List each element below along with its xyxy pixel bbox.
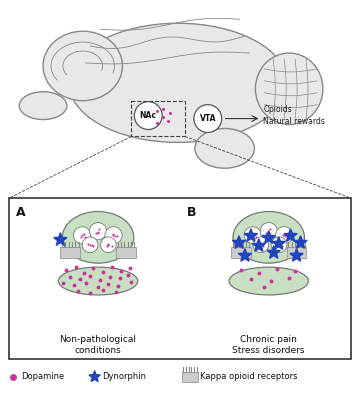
Ellipse shape [271, 237, 287, 253]
Ellipse shape [69, 23, 287, 142]
Circle shape [134, 102, 162, 130]
Ellipse shape [19, 92, 67, 120]
Bar [182, 372, 198, 382]
Bar [116, 247, 136, 258]
Text: Non-pathological
conditions: Non-pathological conditions [59, 335, 136, 355]
Text: Kappa opioid receptors: Kappa opioid receptors [200, 372, 297, 381]
Polygon shape [294, 236, 307, 248]
Ellipse shape [43, 31, 122, 101]
Bar [60, 247, 80, 258]
Polygon shape [290, 249, 303, 261]
Ellipse shape [82, 237, 98, 253]
Ellipse shape [255, 53, 323, 124]
Ellipse shape [105, 227, 122, 244]
FancyBboxPatch shape [256, 216, 282, 248]
Ellipse shape [233, 212, 305, 263]
Text: Opioids
Natural rewards: Opioids Natural rewards [264, 105, 325, 126]
Bar [231, 247, 251, 258]
Text: A: A [16, 206, 26, 219]
Ellipse shape [229, 267, 309, 295]
Text: NAc: NAc [139, 111, 156, 120]
Polygon shape [284, 229, 297, 241]
Polygon shape [272, 237, 285, 249]
Circle shape [194, 105, 222, 132]
Polygon shape [238, 249, 252, 261]
Bar [9, 198, 351, 359]
Polygon shape [267, 246, 280, 258]
Ellipse shape [276, 227, 293, 244]
Polygon shape [54, 233, 67, 245]
Text: VTA: VTA [199, 114, 216, 123]
Text: B: B [187, 206, 197, 219]
Polygon shape [89, 371, 100, 382]
Bar [287, 247, 306, 258]
Ellipse shape [260, 222, 277, 240]
Polygon shape [232, 236, 246, 248]
Ellipse shape [73, 227, 91, 244]
Ellipse shape [244, 227, 261, 244]
FancyBboxPatch shape [85, 216, 111, 248]
Ellipse shape [253, 237, 269, 253]
Polygon shape [262, 231, 275, 243]
Text: Dynorphin: Dynorphin [103, 372, 147, 381]
Ellipse shape [195, 128, 255, 168]
Polygon shape [252, 239, 265, 251]
Ellipse shape [58, 267, 138, 295]
Ellipse shape [62, 212, 134, 263]
Polygon shape [244, 229, 257, 241]
Text: Chronic pain
Stress disorders: Chronic pain Stress disorders [233, 335, 305, 355]
Ellipse shape [100, 237, 116, 253]
Bar [131, 101, 185, 136]
Text: Dopamine: Dopamine [21, 372, 64, 381]
Ellipse shape [90, 222, 107, 240]
